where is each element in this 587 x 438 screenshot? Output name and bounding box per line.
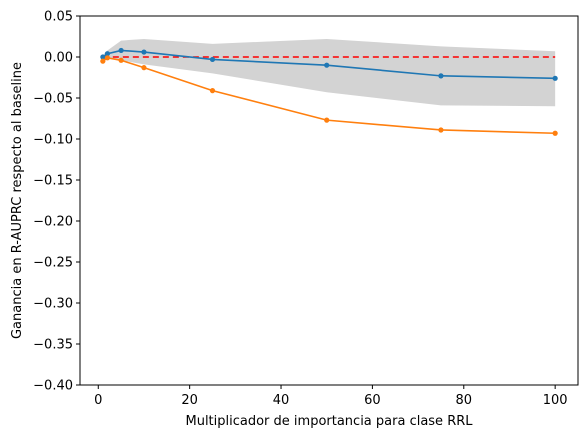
y-tick-label: −0.30 [33, 297, 73, 312]
confidence-band [102, 38, 556, 107]
x-tick-label: 100 [543, 393, 568, 408]
series-1-point [118, 47, 124, 54]
series-1-point [141, 49, 147, 55]
series-1-point [100, 54, 106, 60]
series-2-point [324, 117, 330, 123]
series-1-point [552, 75, 558, 81]
plot-area [100, 38, 558, 136]
series-2-point [438, 127, 444, 133]
y-tick-label: 0.05 [44, 10, 73, 25]
x-axis: 0 20 40 60 80 100 [94, 385, 568, 408]
y-tick-label: 0.00 [44, 51, 73, 66]
series-2-point [104, 55, 111, 61]
series-2-point [118, 57, 124, 63]
series-1-point [104, 51, 111, 57]
series-1-point [209, 56, 216, 63]
x-axis-title: Multiplicador de importancia para clase … [185, 414, 473, 429]
x-tick-label: 20 [181, 393, 198, 408]
y-axis: 0.05 0.00 −0.05 −0.10 −0.15 −0.20 −0.25 −0.30 −0… [33, 10, 80, 394]
y-tick-label: −0.10 [33, 133, 73, 148]
x-tick-label: 0 [94, 393, 102, 408]
y-axis-title: Ganancia en R-AUPRC respecto al baseline [10, 62, 25, 339]
axes-frame [79, 15, 579, 386]
y-tick-label: −0.05 [33, 92, 73, 107]
series-1-point [438, 73, 444, 79]
x-tick-label: 80 [456, 393, 473, 408]
y-tick-label: −0.20 [33, 215, 73, 230]
series-2-point [141, 65, 147, 71]
series-2-point [552, 130, 558, 136]
series-2-point [209, 88, 216, 94]
y-tick-label: −0.15 [33, 174, 73, 189]
x-tick-label: 60 [364, 393, 381, 408]
y-tick-label: −0.25 [33, 256, 73, 271]
x-tick-label: 40 [273, 393, 290, 408]
series-1-point [324, 62, 330, 68]
y-tick-label: −0.40 [33, 379, 73, 394]
series-2-point [100, 58, 106, 64]
y-tick-label: −0.35 [33, 338, 73, 353]
